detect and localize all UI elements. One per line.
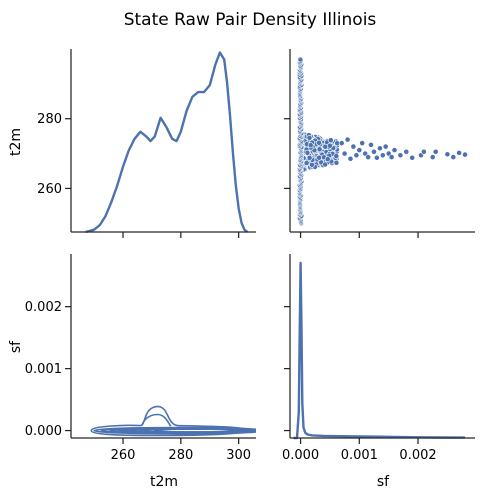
x-tick-t2m-2-label: 300 (226, 448, 251, 463)
scatter-point (316, 146, 323, 153)
x-axis-label-t2m: t2m (150, 474, 178, 490)
scatter-point (365, 154, 371, 160)
y-tick-t2m-0-label: 260 (37, 182, 62, 197)
scatter-point (420, 148, 427, 155)
scatter-point (403, 148, 410, 155)
x-tick-sf-2-label: 0.002 (399, 448, 436, 463)
contour (93, 426, 256, 435)
scatter-point (432, 148, 439, 155)
y-axis-label-sf: sf (8, 340, 24, 353)
scatter-point (462, 151, 468, 158)
scatter-point (444, 151, 451, 158)
y-axis-label-t2m: t2m (8, 128, 24, 156)
scatter-point (456, 149, 462, 156)
x-tick-t2m-1-label: 280 (168, 448, 193, 463)
panel-sf-vs-t2m-scatter (284, 49, 475, 238)
panel-sf-kde: 0.000 0.001 0.002 (282, 254, 475, 463)
scatter-point (304, 149, 311, 156)
scatter-point (350, 143, 357, 150)
scatter-point (388, 154, 395, 160)
scatter-point (297, 56, 304, 63)
scatter-point (397, 152, 404, 159)
scatter-point (338, 140, 345, 146)
scatter-point (327, 137, 334, 144)
panel-t2m-vs-sf-kde2d: 260 280 300 0.000 0.001 0.002 (25, 254, 256, 463)
scatter-points (296, 56, 468, 227)
scatter-point (333, 153, 340, 159)
scatter-point (316, 154, 322, 161)
scatter-point (306, 154, 313, 161)
x-axis-label-sf: sf (377, 474, 390, 490)
scatter-point (376, 145, 383, 152)
scatter-point (359, 140, 366, 146)
y-tick-sf-1-label: 0.001 (25, 362, 62, 377)
scatter-point (344, 136, 351, 143)
scatter-point (333, 159, 340, 166)
scatter-point (450, 154, 457, 160)
kde-line-sf (293, 261, 466, 440)
scatter-point (303, 160, 310, 166)
scatter-point (373, 154, 380, 161)
scatter-point (356, 147, 363, 153)
y-tick-t2m-1-label: 280 (37, 112, 62, 127)
chart-title: State Raw Pair Density Illinois (124, 10, 377, 30)
panel-t2m-kde: 260 280 (37, 49, 256, 238)
scatter-point (324, 156, 331, 163)
kde-line-t2m (85, 51, 249, 234)
x-tick-t2m-0-label: 260 (111, 448, 136, 463)
scatter-point (341, 150, 348, 157)
contour-outer (90, 405, 249, 437)
scatter-point (316, 139, 322, 146)
scatter-point (353, 152, 360, 159)
scatter-point (326, 142, 333, 149)
y-tick-sf-2-label: 0.002 (25, 300, 62, 315)
scatter-point (379, 152, 386, 159)
scatter-point (371, 148, 377, 155)
scatter-point (322, 161, 329, 168)
scatter-point (409, 154, 416, 161)
scatter-point (306, 134, 313, 141)
scatter-point (309, 161, 315, 168)
scatter-point (391, 147, 398, 153)
scatter-point (347, 155, 354, 162)
scatter-point (429, 154, 436, 160)
contour-bump-inner (141, 413, 172, 427)
y-tick-sf-0-label: 0.000 (25, 424, 62, 439)
x-tick-sf-0-label: 0.000 (282, 448, 319, 463)
scatter-point (368, 141, 374, 148)
scatter-point (307, 142, 314, 149)
x-tick-sf-1-label: 0.001 (341, 448, 378, 463)
contour-lines (90, 405, 256, 437)
scatter-point (382, 143, 389, 150)
